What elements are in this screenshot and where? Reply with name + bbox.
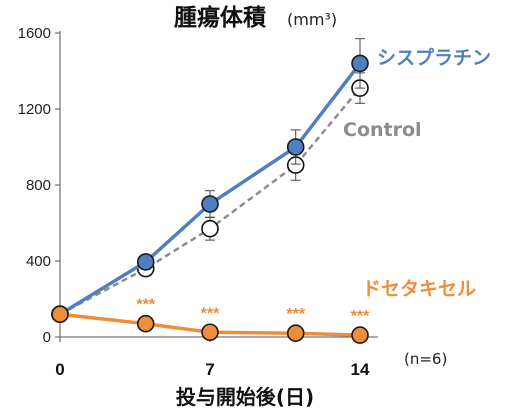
data-point xyxy=(286,324,305,343)
significance-label: *** xyxy=(136,297,155,314)
chart-title: 腫瘍体積 (mm³) xyxy=(174,4,337,31)
significance-label: *** xyxy=(286,306,305,323)
y-tick-label: 1600 xyxy=(18,25,51,42)
x-axis-label: 投与開始後(日) xyxy=(176,385,314,409)
y-tick-label: 400 xyxy=(26,253,51,270)
data-point xyxy=(351,54,369,73)
series-3: *** *** *** *** ドセタキセル xyxy=(51,278,476,344)
data-point xyxy=(51,305,69,324)
data-point xyxy=(201,195,219,213)
series-line xyxy=(59,62,362,316)
x-tick-label: 14 xyxy=(351,360,370,379)
data-point xyxy=(136,253,155,271)
data-point xyxy=(201,323,219,342)
series-label: Control xyxy=(343,119,422,141)
y-tick-label: 1200 xyxy=(18,101,51,118)
y-tick-label: 0 xyxy=(43,329,51,346)
series-label: ドセタキセル xyxy=(362,278,476,300)
significance-label: *** xyxy=(351,308,370,325)
chart-title-main: 腫瘍体積 xyxy=(174,4,267,31)
sample-size-note: (n=6) xyxy=(404,350,447,368)
chart-title-unit: (mm³) xyxy=(287,10,337,29)
data-point xyxy=(136,314,155,333)
data-point xyxy=(286,138,305,156)
data-point xyxy=(201,219,219,238)
x-tick-label: 7 xyxy=(205,360,214,379)
axes: 0 400 800 1200 1600 0 7 14 xyxy=(18,25,378,379)
series-layer: Control シスプラチン *** *** *** *** ドセタキセル xyxy=(51,38,491,344)
series-2: シスプラチン xyxy=(51,38,491,324)
y-tick-label: 800 xyxy=(26,177,51,194)
data-point xyxy=(351,326,369,344)
x-tick-label: 0 xyxy=(55,360,64,379)
significance-label: *** xyxy=(201,305,220,322)
series-label: シスプラチン xyxy=(377,46,491,69)
